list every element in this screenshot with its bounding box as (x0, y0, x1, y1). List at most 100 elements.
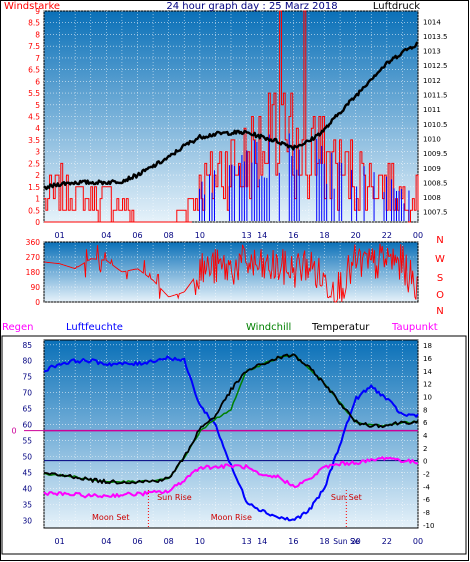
temperature-tick-label: 12 (423, 381, 432, 389)
temperature-tick-label: -10 (423, 522, 434, 530)
wind-tick-label: 9 (35, 7, 40, 16)
direction-tick-label: 270 (26, 253, 41, 262)
wind-tick-label: 4.5 (28, 113, 40, 122)
p1-time-tick: 20 (351, 231, 361, 240)
p1-time-tick: 06 (132, 231, 142, 240)
wind-tick-label: 2.5 (28, 159, 40, 168)
direction-tick-label: 180 (26, 268, 41, 277)
p3-time-tick: 18 (319, 537, 329, 546)
pressure-tick-label: 1012 (423, 77, 441, 85)
rain-zero-label: 0 (11, 427, 16, 436)
compass-label-o: O (436, 290, 444, 301)
p1-time-tick: 01 (54, 231, 64, 240)
wind-tick-label: 5 (35, 101, 40, 110)
temperature-tick-label: 2 (423, 445, 427, 453)
dewpoint-label: Taupunkt (391, 322, 438, 333)
humidity-tick-label: 45 (22, 468, 32, 477)
wind-tick-label: 3.5 (28, 136, 40, 145)
humidity-tick-label: 80 (22, 357, 32, 366)
pressure-line (43, 41, 419, 191)
pressure-tick-label: 1008.5 (423, 179, 448, 187)
pressure-tick-label: 1008 (423, 194, 441, 202)
humidity-tick-label: 50 (22, 453, 32, 462)
sunset-label: Sun Set (331, 493, 362, 502)
wind-tick-label: 4 (35, 124, 40, 133)
compass-label-n: N (436, 306, 443, 317)
p1-time-tick: 08 (164, 231, 174, 240)
pressure-tick-label: 1009.5 (423, 150, 448, 158)
pressure-tick-label: 1010 (423, 135, 441, 143)
temperature-tick-label: 4 (423, 432, 428, 440)
moonrise-label: Moon Rise (211, 513, 252, 522)
direction-tick-label: 360 (26, 238, 41, 247)
wind-direction-line (43, 243, 418, 303)
p3-time-tick: 20 (351, 537, 361, 546)
temperature-tick-label: -8 (423, 509, 430, 517)
wind-tick-label: 2 (35, 171, 40, 180)
wind-tick-label: 6.5 (28, 66, 40, 75)
p1-time-tick: 13 (241, 231, 251, 240)
temperature-tick-label: 14 (423, 368, 432, 376)
wind-axis-title: Windstarke (4, 1, 60, 12)
compass-label-n: N (436, 235, 443, 246)
pressure-tick-label: 1011 (423, 106, 441, 114)
rain-axis-title: Regen (2, 322, 34, 333)
p1-time-tick: 04 (101, 231, 111, 240)
p3-time-tick: 16 (288, 537, 298, 546)
p1-time-tick: 16 (288, 231, 298, 240)
humidity-tick-label: 65 (22, 405, 32, 414)
p3-time-tick: 22 (382, 537, 392, 546)
p1-time-tick: 00 (413, 231, 423, 240)
compass-label-s: S (437, 273, 443, 284)
humidity-tick-label: 75 (22, 373, 32, 382)
p1-time-tick: 18 (319, 231, 329, 240)
humidity-tick-label: 30 (22, 516, 32, 525)
wind-tick-label: 5.5 (28, 89, 40, 98)
humidity-tick-label: 70 (22, 389, 32, 398)
pressure-tick-label: 1012.5 (423, 62, 448, 70)
temperature-tick-label: 10 (423, 393, 432, 401)
p3-time-tick: 08 (164, 537, 174, 546)
wind-tick-label: 8.5 (28, 19, 40, 28)
pressure-tick-label: 1013.5 (423, 33, 448, 41)
lower-panel-border (1, 335, 467, 555)
humidity-tick-label: 85 (22, 341, 32, 350)
wind-speed-line (44, 10, 419, 223)
p1-time-tick: 10 (195, 231, 205, 240)
graph-title: 24 hour graph day : 25 Marz 2018 (166, 1, 337, 12)
p3-time-tick: 06 (132, 537, 142, 546)
p3-time-tick: 14 (257, 537, 267, 546)
temperature-line (43, 353, 419, 485)
direction-tick-label: 0 (35, 298, 40, 307)
p3-time-tick: 00 (413, 537, 423, 546)
pressure-tick-label: 1013 (423, 48, 441, 56)
wind-tick-label: 1 (35, 195, 40, 204)
p3-time-tick: 01 (54, 537, 64, 546)
p3-time-tick: 04 (101, 537, 111, 546)
wind-tick-label: 7 (35, 54, 40, 63)
humidity-line (43, 355, 419, 522)
temperature-tick-label: 8 (423, 406, 427, 414)
temperature-tick-label: 18 (423, 342, 432, 350)
humidity-axis-title: Luftfeuchte (66, 322, 123, 333)
wind-tick-label: 0 (35, 218, 40, 227)
wind-tick-label: 7.5 (28, 42, 40, 51)
temperature-label: Temperatur (311, 322, 370, 333)
temperature-tick-label: -2 (423, 470, 430, 478)
wind-tick-label: 3 (35, 148, 40, 157)
wind-tick-label: 8 (35, 30, 40, 39)
temperature-tick-label: 0 (423, 458, 427, 466)
temperature-tick-label: 6 (423, 419, 428, 427)
dewpoint-line (43, 456, 419, 499)
humidity-tick-label: 55 (22, 437, 32, 446)
p1-time-tick: 22 (382, 231, 392, 240)
pressure-tick-label: 1011.5 (423, 92, 448, 100)
pressure-axis-title: Luftdruck (373, 1, 420, 12)
pressure-tick-label: 1007.5 (423, 209, 448, 217)
compass-label-w: W (435, 254, 445, 265)
sunset-tick-label: Sun Se (333, 537, 359, 546)
p1-time-tick: 14 (257, 231, 267, 240)
humidity-tick-label: 35 (22, 500, 32, 509)
